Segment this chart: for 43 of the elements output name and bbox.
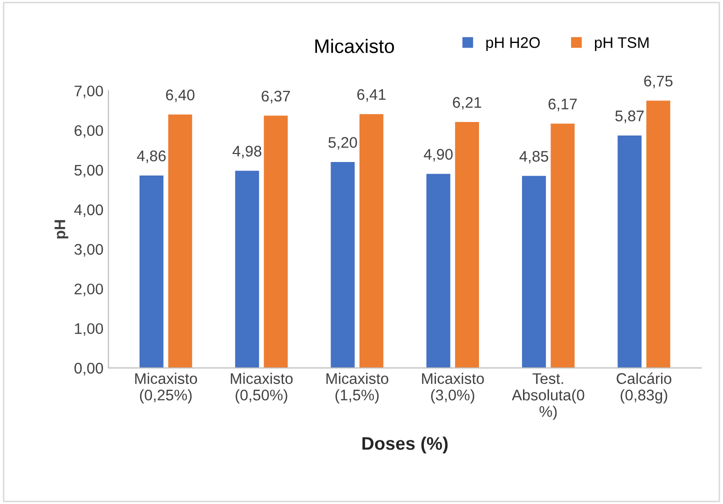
y-tick-label: 2,00 bbox=[74, 284, 103, 296]
bar bbox=[646, 100, 670, 368]
bar bbox=[426, 174, 450, 368]
bar bbox=[235, 170, 260, 368]
y-tick-label: 7,00 bbox=[74, 86, 103, 98]
data-label: 6,75 bbox=[644, 76, 673, 88]
data-label: 4,85 bbox=[519, 150, 548, 164]
data-label: 5,20 bbox=[328, 137, 357, 150]
data-label: 5,87 bbox=[615, 110, 644, 124]
legend-label: pH TSM bbox=[594, 37, 648, 51]
x-tick-label: Micaxisto (0,25%) bbox=[135, 372, 198, 404]
y-axis-title: pH bbox=[54, 220, 68, 238]
bar bbox=[522, 176, 546, 368]
y-tick-label: 1,00 bbox=[75, 323, 103, 336]
data-label: 6,37 bbox=[262, 90, 290, 104]
bar bbox=[550, 124, 575, 368]
x-tick-label: Micaxisto (0,50%) bbox=[230, 372, 293, 404]
bar bbox=[359, 114, 384, 368]
x-tick-label: Test. Absoluta(0 %) bbox=[512, 373, 584, 420]
data-label: 6,17 bbox=[548, 98, 577, 112]
x-tick-label: Calcário (0,83g) bbox=[616, 372, 672, 404]
x-tick-label: Micaxisto (1,5%) bbox=[326, 372, 388, 404]
data-label: 6,21 bbox=[452, 97, 482, 110]
bar bbox=[455, 122, 479, 368]
bar bbox=[264, 116, 288, 368]
x-tick-label: Micaxisto (3,0%) bbox=[422, 372, 484, 404]
y-tick-label: 5,00 bbox=[74, 164, 103, 178]
y-tick-label: 3,00 bbox=[74, 244, 103, 257]
data-label: 4,98 bbox=[232, 146, 262, 158]
data-label: 6,40 bbox=[166, 90, 194, 102]
y-tick-label: 6,00 bbox=[74, 125, 103, 138]
data-label: 4,86 bbox=[136, 150, 166, 164]
bar bbox=[618, 135, 642, 368]
x-axis-title: Doses (%) bbox=[362, 436, 448, 454]
bar bbox=[330, 162, 355, 368]
chart-title: Micaxisto bbox=[315, 38, 394, 54]
bar bbox=[140, 175, 164, 368]
y-tick-label: 4,00 bbox=[74, 204, 103, 218]
legend-label: pH H2O bbox=[486, 37, 540, 51]
bar bbox=[168, 114, 192, 368]
y-tick-label: 0,00 bbox=[74, 362, 103, 376]
data-label: 4,90 bbox=[424, 148, 453, 162]
data-label: 6,41 bbox=[357, 89, 386, 102]
